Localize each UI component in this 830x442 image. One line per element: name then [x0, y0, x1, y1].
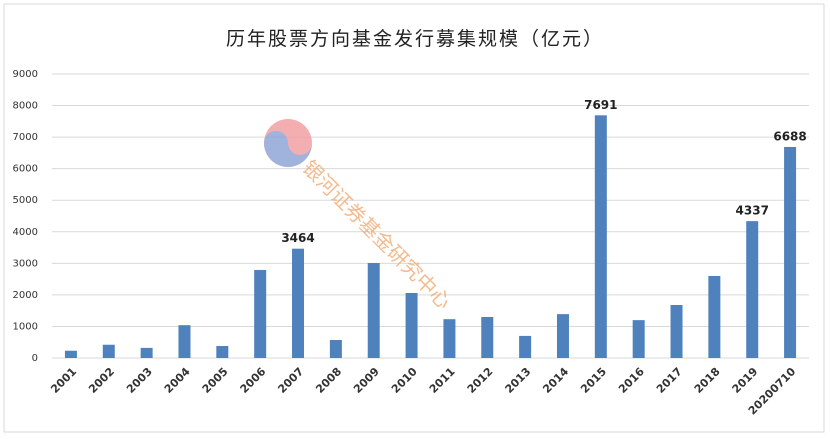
bar	[64, 350, 77, 358]
y-tick-label: 6000	[13, 164, 38, 175]
bar	[405, 292, 418, 358]
y-tick-label: 0	[32, 353, 38, 364]
y-tick-label: 8000	[13, 101, 38, 112]
bar	[102, 344, 115, 358]
data-label: 6688	[773, 129, 806, 143]
y-tick-label: 5000	[13, 195, 38, 206]
bar	[481, 316, 494, 358]
bar	[556, 314, 569, 358]
bar	[746, 221, 759, 358]
bar	[519, 335, 532, 358]
bar	[708, 275, 721, 358]
bar	[670, 304, 683, 358]
data-label: 7691	[584, 98, 617, 112]
bar	[594, 115, 607, 359]
bar	[367, 263, 380, 358]
bar	[292, 248, 305, 358]
y-tick-label: 4000	[13, 227, 38, 238]
bar	[254, 269, 267, 358]
bar	[140, 347, 153, 358]
bar	[216, 346, 229, 358]
bar	[329, 340, 342, 358]
bar	[632, 320, 645, 358]
logo	[264, 119, 312, 167]
bar	[784, 146, 797, 358]
chart-title: 历年股票方向基金发行募集规模（亿元）	[226, 28, 604, 50]
y-tick-label: 9000	[13, 69, 38, 80]
bar	[178, 325, 191, 358]
y-tick-label: 2000	[13, 290, 38, 301]
data-label: 4337	[736, 204, 769, 218]
bar	[443, 319, 456, 358]
y-tick-label: 7000	[13, 132, 38, 143]
y-tick-label: 3000	[13, 258, 38, 269]
chart-border	[3, 3, 825, 433]
y-tick-label: 1000	[13, 321, 38, 332]
data-label: 3464	[281, 231, 314, 245]
